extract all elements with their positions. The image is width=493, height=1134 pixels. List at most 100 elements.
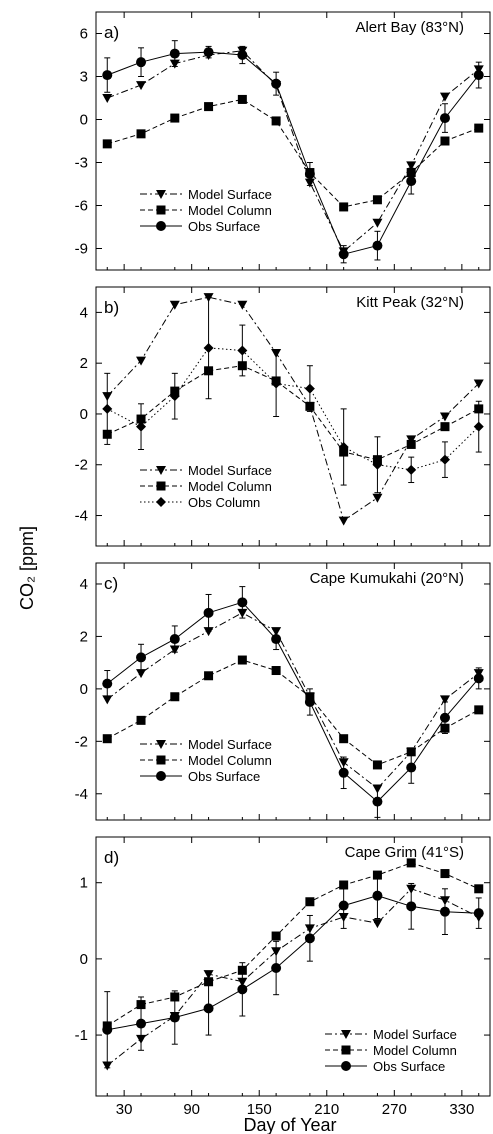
series-model-surface bbox=[102, 608, 484, 794]
legend-label: Obs Surface bbox=[188, 769, 260, 784]
data-point bbox=[203, 970, 214, 980]
panel-letter: b) bbox=[104, 298, 119, 317]
y-tick-label: 3 bbox=[80, 69, 88, 86]
panel-2: 4 2 0 -2 -4 b) Kitt Peak (32°N) Model SurfaceMo… bbox=[75, 286, 491, 547]
data-point bbox=[473, 421, 484, 432]
data-point bbox=[102, 94, 113, 103]
data-point bbox=[204, 671, 214, 681]
data-point bbox=[406, 762, 417, 773]
data-point bbox=[473, 908, 484, 919]
y-tick-label: -2 bbox=[75, 457, 88, 474]
data-point bbox=[203, 1003, 214, 1014]
data-point bbox=[237, 94, 247, 104]
panel-title: Cape Grim (41°S) bbox=[345, 844, 464, 861]
y-tick-label: -2 bbox=[75, 733, 88, 750]
legend-marker bbox=[156, 190, 166, 199]
y-tick-label: 4 bbox=[80, 576, 88, 593]
data-point bbox=[338, 249, 349, 260]
data-point bbox=[474, 705, 484, 715]
y-tick-label: 1 bbox=[80, 875, 88, 892]
data-point bbox=[474, 123, 484, 133]
series-line bbox=[106, 888, 479, 1066]
legend-label: Obs Surface bbox=[373, 1059, 445, 1074]
panel-title: Cape Kumukahi (20°N) bbox=[310, 570, 464, 587]
data-point bbox=[136, 57, 147, 68]
series-model-column bbox=[102, 858, 484, 1031]
panel-3: 4 2 0 -2 -4 c) Cape Kumukahi (20°N) Model Surfa… bbox=[75, 562, 491, 821]
y-tick-label: 0 bbox=[80, 681, 88, 698]
data-point bbox=[271, 378, 282, 389]
data-point bbox=[237, 50, 248, 60]
data-point bbox=[440, 422, 450, 432]
data-point bbox=[169, 48, 180, 59]
data-point bbox=[169, 1012, 180, 1023]
data-point bbox=[372, 796, 383, 807]
y-tick-label: 0 bbox=[80, 951, 88, 968]
y-tick-label: 2 bbox=[80, 628, 88, 645]
data-point bbox=[237, 345, 248, 356]
series-line bbox=[106, 612, 480, 790]
legend-marker bbox=[156, 481, 166, 491]
plot-frame bbox=[95, 562, 491, 821]
y-tick-label: -4 bbox=[75, 508, 88, 525]
data-point bbox=[473, 673, 484, 684]
x-tick-label: 210 bbox=[314, 1101, 339, 1118]
legend-label: Model Surface bbox=[188, 187, 272, 202]
legend-marker bbox=[156, 771, 166, 781]
data-point bbox=[169, 391, 180, 402]
data-point bbox=[338, 767, 349, 778]
data-point bbox=[237, 655, 247, 665]
data-point bbox=[439, 712, 450, 723]
legend-marker bbox=[341, 1061, 351, 1071]
data-point bbox=[406, 161, 417, 171]
data-point bbox=[439, 906, 450, 917]
data-point bbox=[439, 92, 450, 102]
data-point bbox=[136, 356, 147, 366]
data-point bbox=[237, 984, 248, 995]
data-point bbox=[372, 240, 383, 251]
plot-frame bbox=[95, 11, 491, 271]
legend-marker bbox=[156, 205, 166, 215]
series-line bbox=[107, 98, 479, 208]
series-line bbox=[107, 50, 480, 253]
legend-marker bbox=[156, 221, 166, 231]
data-point bbox=[271, 78, 282, 89]
panel-letter: d) bbox=[104, 848, 119, 867]
x-axis-label: Day of Year bbox=[243, 1115, 336, 1134]
data-point bbox=[136, 669, 147, 679]
y-tick-label: 4 bbox=[80, 304, 88, 321]
y-tick-label: -3 bbox=[75, 155, 88, 172]
x-tick-label: 30 bbox=[116, 1101, 133, 1118]
panel-title: Alert Bay (83°N) bbox=[355, 19, 464, 36]
data-point bbox=[203, 342, 214, 353]
series-obs-column bbox=[102, 296, 484, 494]
series-model-surface bbox=[102, 293, 484, 526]
series-line bbox=[107, 347, 480, 471]
x-tick-label: 150 bbox=[247, 1101, 272, 1118]
data-point bbox=[102, 734, 112, 744]
plot-frame bbox=[95, 286, 491, 547]
y-tick-label: 6 bbox=[80, 26, 88, 43]
data-point bbox=[271, 666, 281, 676]
panel-title: Kitt Peak (32°N) bbox=[356, 294, 464, 311]
series-model-column bbox=[102, 655, 484, 770]
series-line bbox=[106, 296, 480, 522]
data-point bbox=[406, 176, 417, 187]
legend-label: Model Surface bbox=[188, 737, 272, 752]
panel-letter: a) bbox=[104, 23, 119, 42]
data-point bbox=[304, 933, 315, 944]
data-point bbox=[102, 695, 113, 705]
series-line bbox=[107, 659, 479, 766]
data-point bbox=[271, 634, 282, 645]
legend-marker bbox=[341, 1030, 351, 1039]
data-point bbox=[237, 597, 248, 608]
data-point bbox=[439, 412, 450, 422]
data-point bbox=[338, 900, 349, 911]
data-point bbox=[102, 1024, 113, 1035]
data-point bbox=[372, 919, 383, 929]
legend-label: Obs Column bbox=[188, 495, 260, 510]
legend-label: Model Column bbox=[188, 479, 272, 494]
y-tick-label: -6 bbox=[75, 198, 88, 215]
